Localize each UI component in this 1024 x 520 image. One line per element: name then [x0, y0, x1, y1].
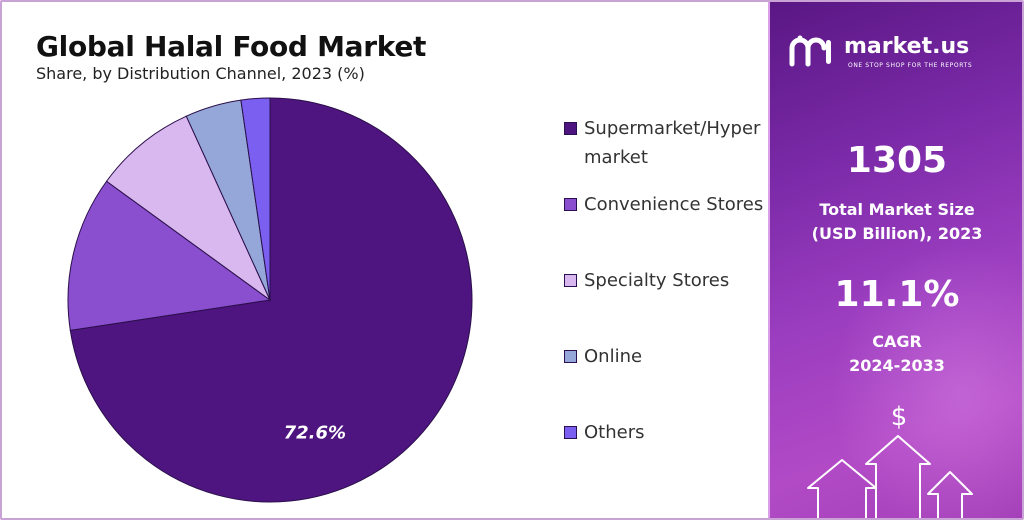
market-us-logo-icon [789, 35, 831, 67]
background-glow [830, 242, 1022, 518]
market-size-unit-label: (USD Billion), 2023 [811, 224, 983, 243]
legend-label: Specialty Stores [584, 270, 730, 291]
dollar-icon: $ [890, 402, 908, 432]
pie-chart: 72.6% [67, 97, 473, 503]
legend-label: Supermarket/Hypermarket [584, 118, 761, 168]
market-summary-panel: market.us ONE STOP SHOP FOR THE REPORTS … [768, 2, 1022, 518]
cagr-period-label: 2024-2033 [849, 356, 945, 375]
brand-logo: market.us ONE STOP SHOP FOR THE REPORTS [788, 34, 1008, 74]
arrow-up-icon [927, 471, 973, 518]
legend-swatch [564, 426, 577, 439]
brand-tagline: ONE STOP SHOP FOR THE REPORTS [848, 62, 973, 69]
legend-swatch [564, 274, 577, 287]
pie-slice-supermarket-hypermarket [69, 97, 473, 503]
chart-title: Global Halal Food Market [36, 30, 427, 63]
legend-label: Convenience Stores [584, 194, 764, 215]
legend-swatch [564, 350, 577, 363]
market-size-value: 1305 [846, 140, 948, 181]
market-size-label: Total Market Size [819, 200, 975, 219]
legend-swatch [564, 198, 577, 211]
legend-swatch [564, 122, 577, 135]
arrow-up-icon [865, 435, 931, 518]
cagr-value: 11.1% [834, 274, 960, 315]
legend-label: Online [584, 346, 643, 367]
cagr-label: CAGR [872, 332, 922, 351]
arrow-up-icon [807, 459, 877, 518]
brand-name: market.us [844, 34, 970, 59]
pie-slice-others [240, 97, 271, 301]
chart-panel: Global Halal Food Market Share, by Distr… [2, 2, 766, 518]
chart-subtitle: Share, by Distribution Channel, 2023 (%) [36, 64, 365, 83]
legend-label: Others [584, 422, 645, 443]
growth-arrows-illustration [807, 435, 973, 518]
pie-data-label: 72.6% [284, 422, 346, 443]
pie-slice-specialty-stores [105, 115, 272, 302]
pie-slice-convenience-stores [67, 180, 272, 331]
